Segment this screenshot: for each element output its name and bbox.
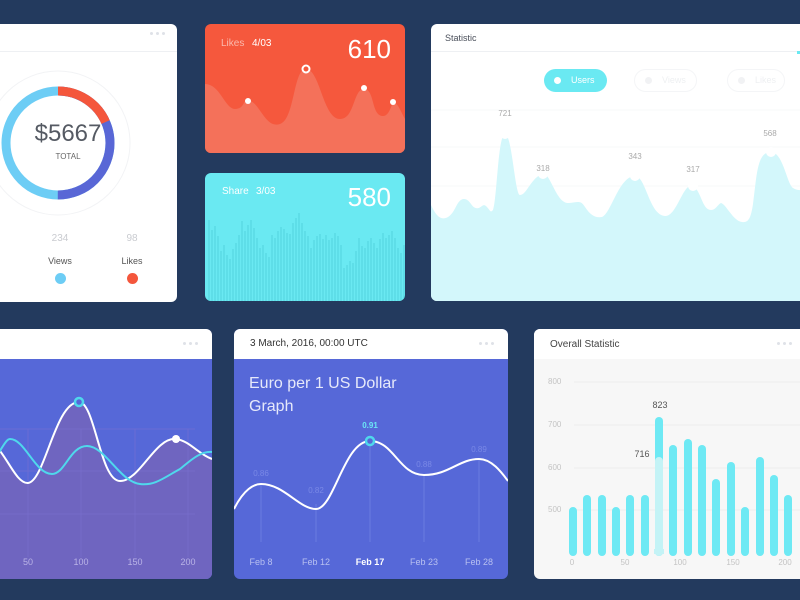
date-tick-feb23[interactable]: Feb 23 xyxy=(409,557,439,567)
value-label-0.91: 0.91 xyxy=(362,421,378,430)
line-chart-card: 50 100 150 200 xyxy=(0,329,212,579)
likes-date: 4/03 xyxy=(252,38,272,49)
share-date: 3/03 xyxy=(256,186,276,197)
x-tick-100: 100 xyxy=(73,557,89,567)
date-tick-feb12[interactable]: Feb 12 xyxy=(301,557,331,567)
more-options-icon[interactable] xyxy=(479,342,494,345)
statistic-title: Statistic xyxy=(445,33,477,43)
views-dot-icon xyxy=(55,273,66,284)
filter-users-button[interactable]: Users xyxy=(544,69,607,92)
filter-likes-label: Likes xyxy=(755,75,777,85)
filter-likes-button[interactable]: Likes xyxy=(727,69,785,92)
point-label-568: 568 xyxy=(763,129,777,138)
currency-title-line1: Euro per 1 US Dollar xyxy=(249,375,397,392)
share-label: Share xyxy=(222,186,249,197)
likes-card: Likes 4/03 610 xyxy=(205,24,405,153)
likes-label: Likes xyxy=(221,38,245,49)
users-dot-icon xyxy=(554,77,561,84)
likes-value: 610 xyxy=(347,34,391,64)
more-options-icon[interactable] xyxy=(777,342,792,345)
point-label-317: 317 xyxy=(686,165,700,174)
filter-views-button[interactable]: Views xyxy=(634,69,697,92)
currency-line-chart xyxy=(234,435,508,542)
share-value: 580 xyxy=(347,182,391,212)
dual-line-chart xyxy=(0,359,212,579)
point-label-318: 318 xyxy=(536,164,550,173)
more-options-icon[interactable] xyxy=(183,342,198,345)
date-tick-feb17[interactable]: Feb 17 xyxy=(355,557,385,567)
filter-users-label: Users xyxy=(571,75,595,85)
share-card: Share 3/03 580 xyxy=(205,173,405,301)
total-label: TOTAL xyxy=(55,152,81,161)
x-tick-100: 100 xyxy=(673,558,687,567)
statistic-progress-marker xyxy=(797,51,800,54)
bar-label-716: 716 xyxy=(634,449,650,459)
x-tick-50: 50 xyxy=(22,557,33,567)
y-tick-600: 600 xyxy=(548,463,562,472)
total-amount: $5667 xyxy=(34,120,102,147)
point-label-721: 721 xyxy=(498,109,512,118)
date-tick-feb28[interactable]: Feb 28 xyxy=(464,557,494,567)
value-label-0.86: 0.86 xyxy=(253,469,269,478)
views-dot-icon xyxy=(645,77,652,84)
y-tick-700: 700 xyxy=(548,420,562,429)
currency-title-line2: Graph xyxy=(249,398,294,415)
filter-views-label: Views xyxy=(662,75,686,85)
total-card: $5667 TOTAL 234 Views 98 Likes xyxy=(0,24,177,302)
likes-dot-icon xyxy=(738,77,745,84)
overall-title: Overall Statistic xyxy=(550,339,620,350)
stat-views-label: Views xyxy=(48,256,72,266)
point-label-343: 343 xyxy=(628,152,642,161)
stat-likes-value: 98 xyxy=(126,233,138,244)
overall-statistic-card: Overall Statistic 800 700 600 500 xyxy=(534,329,800,579)
share-bar-chart xyxy=(208,213,405,301)
x-tick-150: 150 xyxy=(726,558,740,567)
value-label-0.89: 0.89 xyxy=(471,445,487,454)
x-tick-200: 200 xyxy=(180,557,196,567)
likes-dot-icon xyxy=(127,273,138,284)
x-tick-50: 50 xyxy=(620,558,630,567)
y-tick-800: 800 xyxy=(548,377,562,386)
bar-label-823: 823 xyxy=(652,400,668,410)
overall-bar-chart xyxy=(569,381,800,556)
value-label-0.82: 0.82 xyxy=(308,486,324,495)
more-options-icon[interactable] xyxy=(150,32,165,35)
statistic-area-chart xyxy=(431,109,800,301)
x-tick-200: 200 xyxy=(778,558,792,567)
x-tick-0: 0 xyxy=(569,558,575,567)
y-tick-500: 500 xyxy=(548,505,562,514)
currency-header-date: 3 March, 2016, 00:00 UTC xyxy=(250,338,368,349)
date-tick-feb8[interactable]: Feb 8 xyxy=(249,557,273,567)
stat-views-value: 234 xyxy=(51,233,69,244)
value-label-0.88: 0.88 xyxy=(416,460,432,469)
x-tick-150: 150 xyxy=(127,557,143,567)
stat-likes-label: Likes xyxy=(121,256,143,266)
statistic-card: Statistic Users Views Likes 721 318 343 … xyxy=(431,24,800,301)
likes-area-chart xyxy=(205,64,405,153)
donut-chart xyxy=(0,70,131,216)
currency-card: 3 March, 2016, 00:00 UTC Euro per 1 US D… xyxy=(234,329,508,579)
